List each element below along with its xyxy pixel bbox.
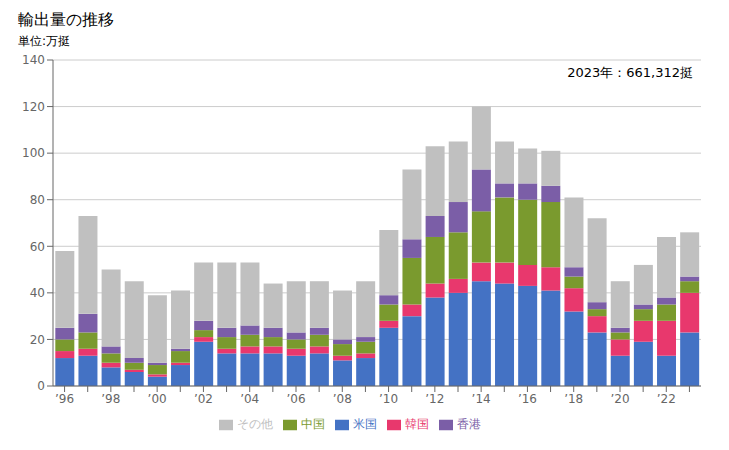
svg-text:0: 0	[37, 379, 45, 393]
html-text:単位:万挺: 単位:万挺	[18, 34, 70, 48]
html-text:2023年：661,312挺: 2023年：661,312挺	[567, 65, 693, 80]
html-text:輸出量の推移: 輸出量の推移	[18, 10, 114, 29]
svg-text:’08: ’08	[333, 392, 352, 406]
svg-text:’10: ’10	[379, 392, 398, 406]
svg-text:20: 20	[30, 333, 45, 347]
svg-text:’12: ’12	[425, 392, 444, 406]
svg-text:140: 140	[22, 53, 45, 67]
svg-text:120: 120	[22, 100, 45, 114]
svg-text:’20: ’20	[610, 392, 629, 406]
html-text:その他: その他	[236, 417, 273, 431]
svg-text:100: 100	[22, 146, 45, 160]
html-text:中国: 中国	[300, 417, 325, 431]
svg-text:80: 80	[30, 193, 45, 207]
html-text:韓国: 韓国	[404, 417, 429, 431]
svg-text:40: 40	[30, 286, 45, 300]
svg-text:’06: ’06	[286, 392, 305, 406]
svg-text:’22: ’22	[657, 392, 676, 406]
svg-text:60: 60	[30, 240, 45, 254]
svg-text:’02: ’02	[194, 392, 213, 406]
svg-text:’14: ’14	[472, 392, 491, 406]
svg-text:’00: ’00	[148, 392, 167, 406]
svg-text:’18: ’18	[564, 392, 583, 406]
svg-text:’16: ’16	[518, 392, 537, 406]
svg-text:’98: ’98	[101, 392, 120, 406]
svg-text:’04: ’04	[240, 392, 259, 406]
html-text:香港: 香港	[456, 417, 481, 431]
html-text:米国: 米国	[352, 417, 377, 431]
svg-text:’96: ’96	[55, 392, 74, 406]
